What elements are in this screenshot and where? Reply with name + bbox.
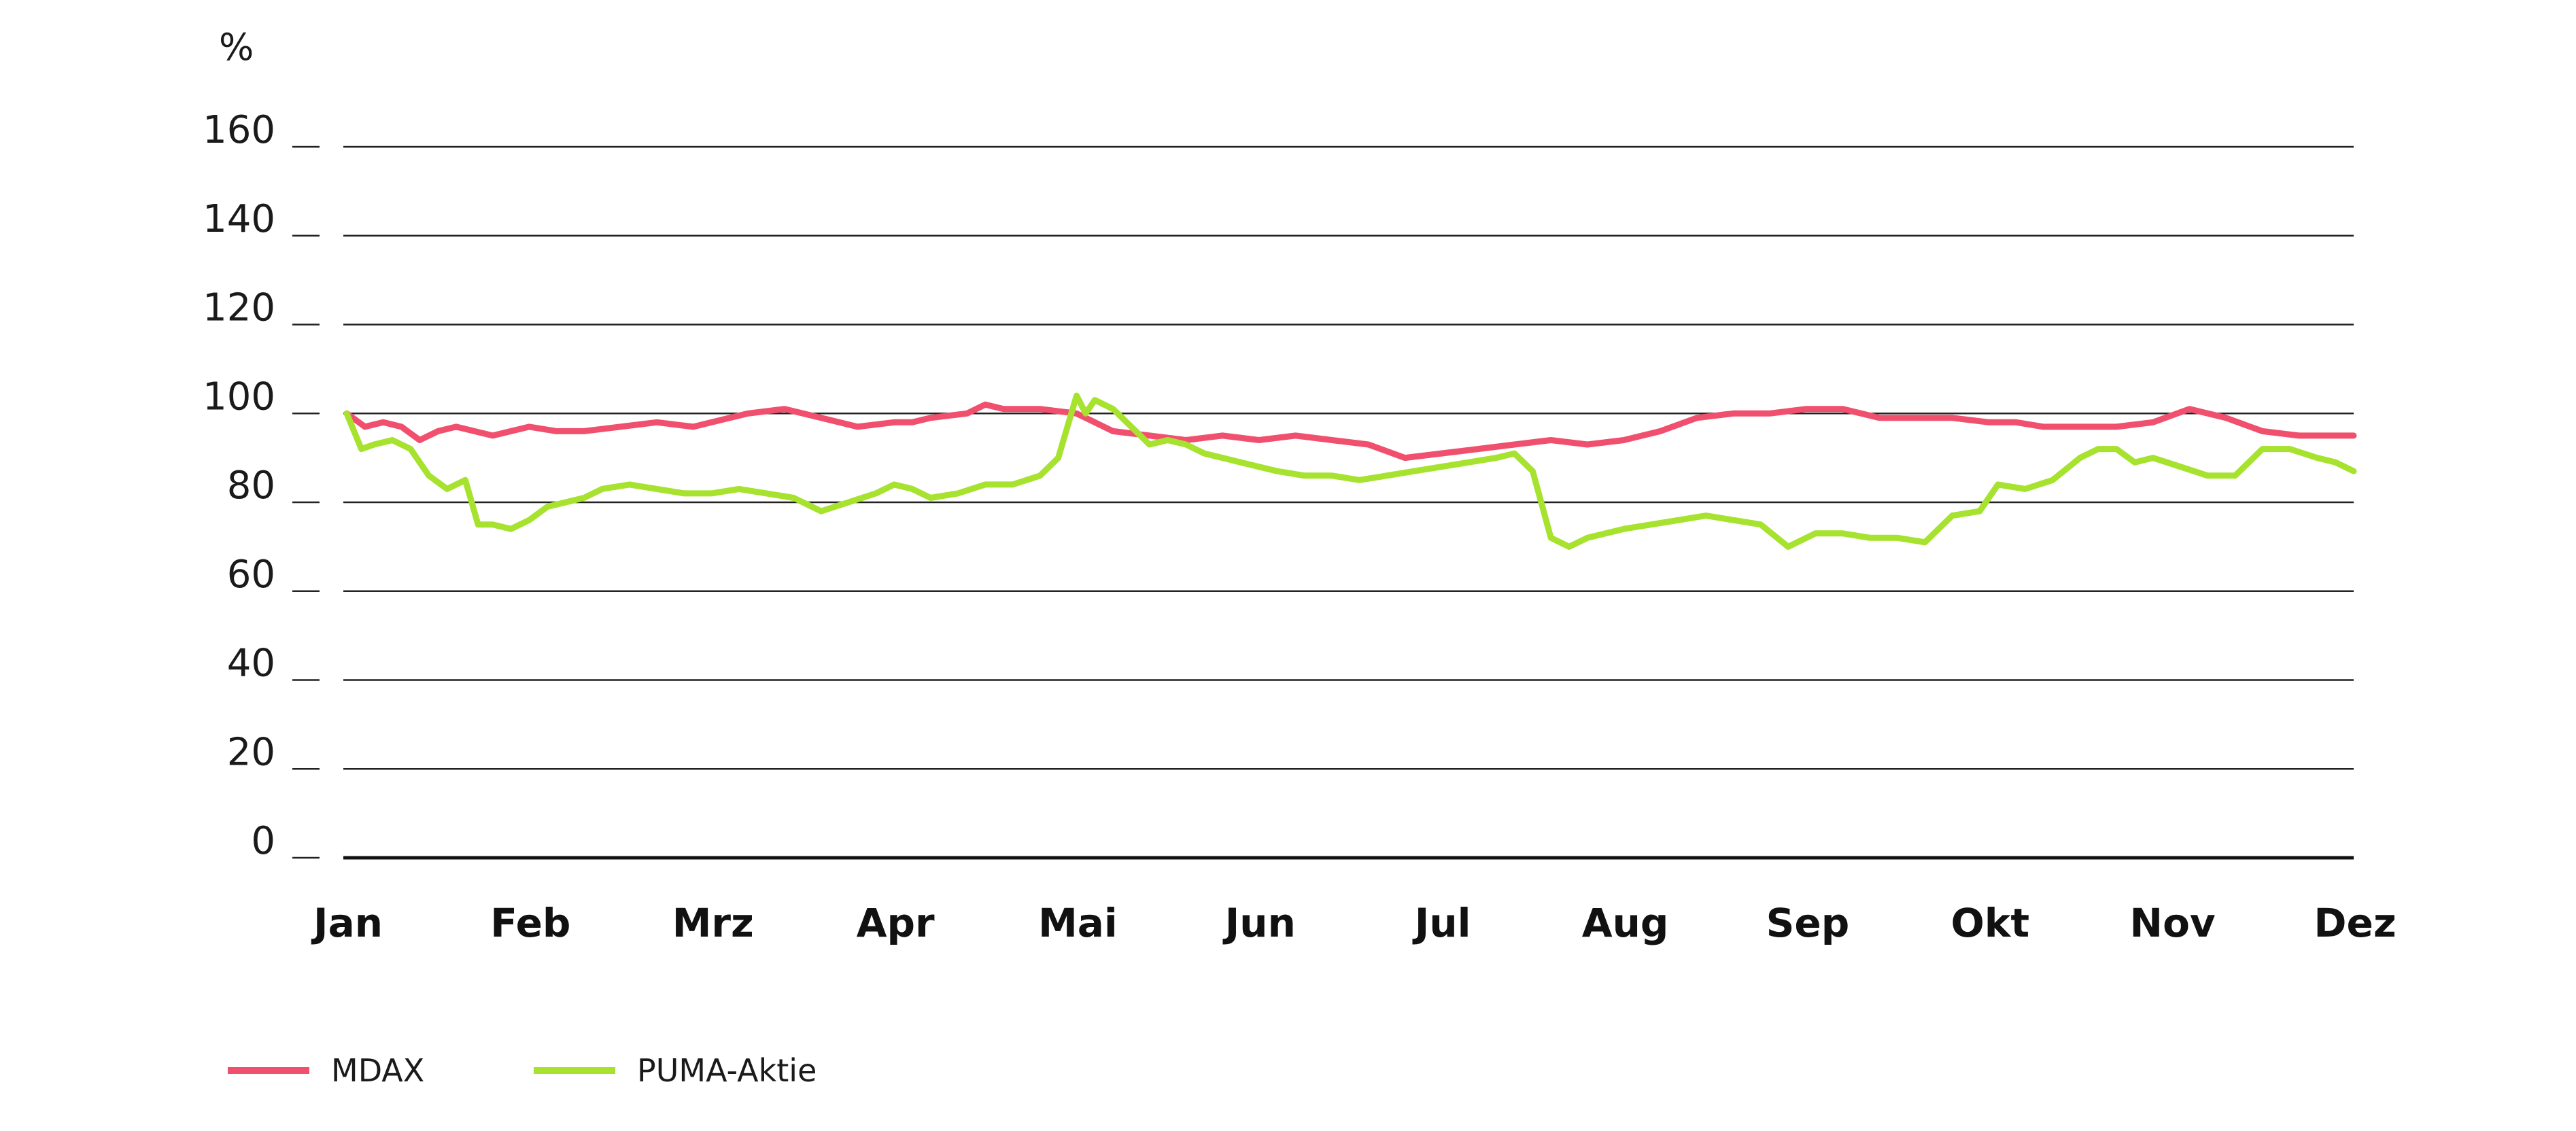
x-tick-label: Mrz: [672, 900, 754, 946]
series-lines: [343, 392, 2357, 550]
y-tick-label: 160: [203, 108, 275, 152]
x-tick-label: Okt: [1951, 900, 2029, 946]
x-tick-label: Dez: [2314, 900, 2396, 946]
y-tick-label: 140: [203, 197, 275, 241]
x-axis-ticks: Jan Feb Mrz Apr Mai Jun Jul Aug Sep Okt Nov Dez: [311, 900, 2397, 946]
y-unit-label: %: [219, 26, 254, 69]
y-tick-label: 120: [203, 286, 275, 330]
x-tick-label: Mai: [1038, 900, 1118, 946]
x-tick-label: Apr: [857, 900, 935, 946]
y-axis-ticks: 0 20 40 60 80 100 120 140 160: [203, 108, 320, 863]
y-tick-label: 40: [227, 642, 275, 686]
legend-label: MDAX: [331, 1052, 424, 1089]
legend-label: PUMA-Aktie: [637, 1052, 817, 1089]
y-tick-label: 80: [227, 464, 275, 508]
y-tick-label: 0: [251, 819, 275, 863]
x-tick-label: Jan: [311, 900, 383, 946]
x-tick-label: Feb: [490, 900, 570, 946]
series-line-puma-aktie: [343, 392, 2357, 550]
series-line-mdax: [343, 401, 2357, 462]
y-tick-label: 20: [227, 730, 275, 774]
x-tick-label: Nov: [2130, 900, 2216, 946]
gridlines: [343, 145, 2354, 860]
legend: MDAX PUMA-Aktie: [228, 1052, 817, 1089]
y-tick-label: 100: [203, 375, 275, 419]
x-tick-label: Sep: [1766, 900, 1850, 946]
x-tick-label: Jun: [1222, 900, 1296, 946]
x-tick-label: Jul: [1412, 900, 1471, 946]
y-tick-label: 60: [227, 553, 275, 597]
x-tick-label: Aug: [1582, 900, 1669, 946]
